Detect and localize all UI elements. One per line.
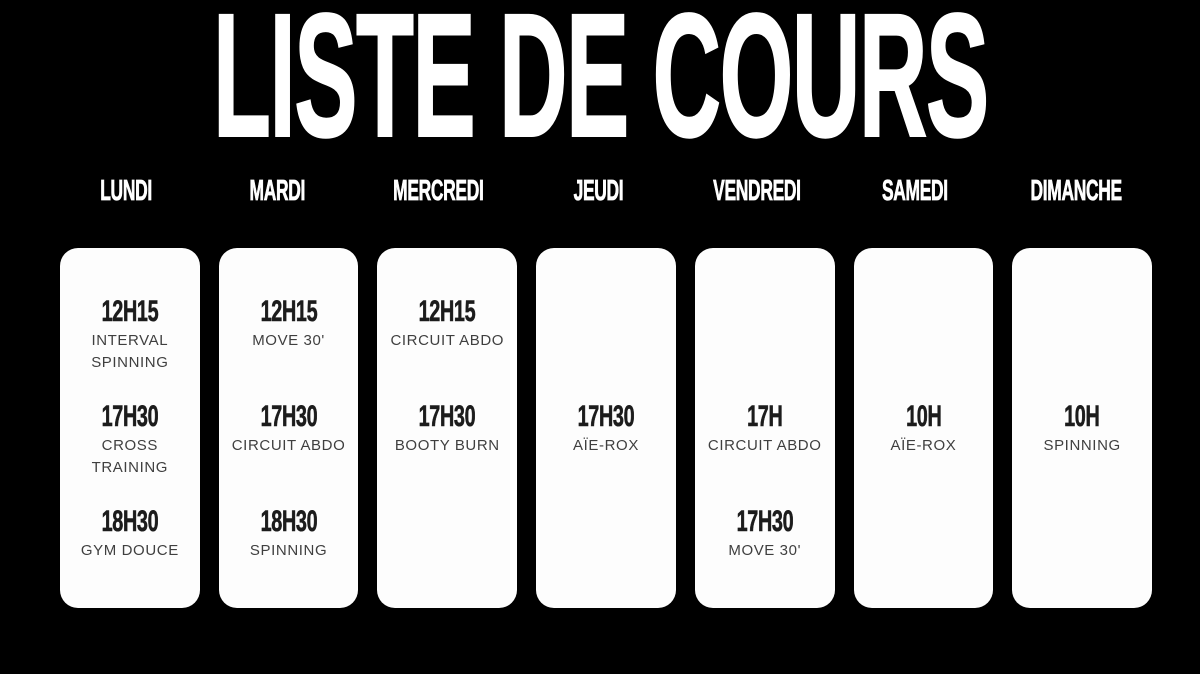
schedule-cards-row: 12H15 INTERVAL SPINNING 17H30 CROSS TRAI…	[60, 248, 1152, 608]
class-slot-empty	[854, 508, 994, 608]
day-headers-row: LUNDI MARDI MERCREDI JEUDI VENDREDI SAME…	[60, 175, 1152, 207]
class-name: SPINNING	[249, 542, 328, 559]
class-name: GYM DOUCE	[80, 542, 179, 559]
class-slot-empty	[854, 298, 994, 403]
class-slot-empty	[1012, 508, 1152, 608]
class-time: 10H	[1064, 400, 1100, 433]
class-slot: 12H15 INTERVAL SPINNING	[60, 295, 200, 403]
class-slot: 17H30 MOVE 30'	[695, 505, 835, 608]
class-slot-empty	[536, 508, 676, 608]
class-slot: 18H30 SPINNING	[219, 505, 359, 608]
day-header-vendredi: VENDREDI	[712, 175, 801, 207]
day-card-vendredi: 17H CIRCUIT ABDO 17H30 MOVE 30'	[694, 248, 835, 608]
class-slot: 17H30 BOOTY BURN	[377, 400, 517, 508]
day-card-samedi: 10H AÏE-ROX	[853, 248, 994, 608]
class-time: 18H30	[101, 505, 159, 538]
class-slot: 17H30 AÏE-ROX	[536, 400, 676, 508]
class-name: MOVE 30'	[252, 332, 325, 349]
day-card-mardi: 12H15 MOVE 30' 17H30 CIRCUIT ABDO 18H30 …	[218, 248, 359, 608]
class-name: CIRCUIT ABDO	[231, 437, 346, 454]
class-slot: 10H AÏE-ROX	[854, 400, 994, 508]
class-name: MOVE 30'	[728, 542, 802, 559]
class-slot: 17H30 CROSS TRAINING	[60, 400, 200, 508]
class-name: BOOTY BURN	[394, 437, 500, 454]
class-name: CROSS TRAINING	[91, 437, 169, 476]
page-title: LISTE DE COURS	[212, 0, 989, 174]
day-card-lundi: 12H15 INTERVAL SPINNING 17H30 CROSS TRAI…	[60, 248, 200, 608]
class-time: 10H	[905, 400, 942, 433]
class-time: 18H30	[260, 505, 317, 538]
day-header-dimanche: DIMANCHE	[1030, 175, 1122, 207]
class-slot-empty	[695, 298, 835, 403]
day-card-dimanche: 10H SPINNING	[1012, 248, 1152, 608]
day-header-lundi: LUNDI	[100, 175, 152, 207]
class-name: AÏE-ROX	[890, 437, 957, 454]
class-time: 17H30	[101, 400, 159, 433]
class-time: 17H30	[260, 400, 317, 433]
class-slot: 12H15 CIRCUIT ABDO	[377, 295, 517, 403]
class-slot-empty	[377, 508, 517, 608]
class-name: CIRCUIT ABDO	[390, 332, 505, 349]
class-slot: 12H15 MOVE 30'	[219, 295, 359, 403]
day-header-mercredi: MERCREDI	[392, 175, 484, 207]
class-slot-empty	[1012, 298, 1152, 403]
class-name: AÏE-ROX	[573, 437, 639, 454]
class-slot: 10H SPINNING	[1012, 400, 1152, 508]
class-time: 12H15	[260, 295, 317, 328]
class-time: 17H30	[577, 400, 635, 433]
class-name: SPINNING	[1043, 437, 1121, 454]
day-card-jeudi: 17H30 AÏE-ROX	[536, 248, 676, 608]
class-time: 12H15	[101, 295, 159, 328]
class-name: INTERVAL SPINNING	[91, 332, 169, 371]
day-card-mercredi: 12H15 CIRCUIT ABDO 17H30 BOOTY BURN	[377, 248, 518, 608]
class-slot-empty	[536, 298, 676, 403]
class-slot: 17H CIRCUIT ABDO	[695, 400, 835, 508]
class-slot: 17H30 CIRCUIT ABDO	[219, 400, 359, 508]
class-time: 12H15	[418, 295, 476, 328]
day-header-mardi: MARDI	[249, 175, 306, 207]
class-time: 17H30	[736, 505, 794, 538]
day-header-jeudi: JEUDI	[573, 175, 624, 207]
class-slot: 18H30 GYM DOUCE	[60, 505, 200, 608]
day-header-samedi: SAMEDI	[881, 175, 948, 207]
class-name: CIRCUIT ABDO	[707, 437, 822, 454]
class-time: 17H	[747, 400, 783, 433]
poster-header: LISTE DE COURS	[0, 0, 1200, 174]
class-time: 17H30	[418, 400, 476, 433]
